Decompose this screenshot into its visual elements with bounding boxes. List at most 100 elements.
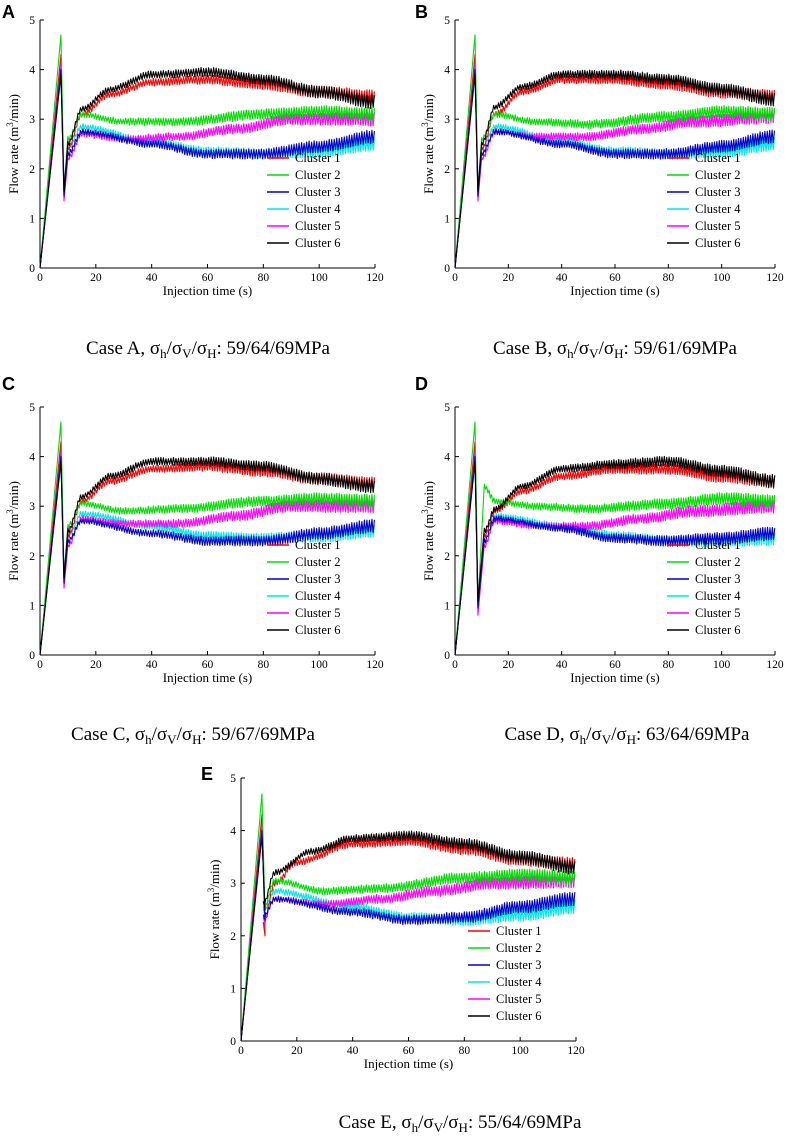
- caption-sep-1: /σ: [574, 338, 590, 359]
- caption-sub-H: H: [459, 1120, 468, 1135]
- x-axis-label: Injection time (s): [364, 1056, 454, 1071]
- legend-label-cluster-1: Cluster 1: [496, 924, 541, 938]
- series-line-cluster-6: [39, 456, 375, 656]
- legend: Cluster 1 Cluster 2 Cluster 3 Cluster 4 Clus…: [667, 538, 741, 637]
- y-axis-label-post: /min): [421, 94, 436, 122]
- caption-sub-h: h: [580, 732, 587, 747]
- x-tick-label: 100: [713, 272, 731, 284]
- caption-sep-2: /σ: [177, 724, 193, 745]
- caption-sub-v: V: [589, 346, 599, 361]
- caption-sub-h: h: [160, 346, 167, 361]
- legend-label-cluster-4: Cluster 4: [695, 202, 741, 216]
- legend-label-cluster-3: Cluster 3: [295, 572, 340, 586]
- y-tick-label: 0: [230, 1036, 236, 1048]
- x-tick-label: 120: [366, 659, 384, 671]
- x-tick-label: 20: [90, 659, 102, 671]
- panel-letter: D: [415, 374, 428, 394]
- series-line-cluster-6: [240, 830, 576, 1042]
- panel-c: C 0 20 40 60 80 100 120 0 1 2 3 4 5 Injection time (s)…: [2, 374, 384, 747]
- panel-a: A 0 20 40 60 80 100 120 0 1 2 3 4 5 Injection time (s)…: [2, 2, 384, 361]
- series-line-cluster-1: [454, 441, 776, 656]
- panel-b: B 0 20 40 60 80 100 120 0 1 2 3 4 5 Injection time (s)…: [415, 2, 784, 361]
- legend-label-cluster-2: Cluster 2: [695, 555, 740, 569]
- x-tick-label: 100: [713, 659, 731, 671]
- legend: Cluster 1 Cluster 2 Cluster 3 Cluster 4 Clus…: [468, 924, 542, 1023]
- y-axis-label: Flow rate (m3/min): [5, 481, 21, 581]
- caption-sep-2: /σ: [611, 724, 627, 745]
- legend-label-cluster-6: Cluster 6: [695, 623, 740, 637]
- caption-tail: : 59/61/69MPa: [623, 338, 737, 359]
- x-tick-label: 0: [452, 659, 458, 671]
- x-tick-label: 60: [403, 1045, 415, 1057]
- caption-sub-v: V: [602, 732, 612, 747]
- panel-caption: Case B, σh/σV/σH: 59/61/69MPa: [493, 338, 738, 361]
- y-axis-label: Flow rate (m3/min): [206, 860, 222, 960]
- series-line-cluster-5: [39, 451, 375, 656]
- x-tick-label: 20: [503, 659, 515, 671]
- x-tick-label: 80: [663, 272, 675, 284]
- legend-label-cluster-1: Cluster 1: [295, 151, 340, 165]
- caption-main: Case A, σ: [86, 338, 160, 359]
- y-tick-label: 4: [444, 65, 450, 77]
- y-tick-label: 2: [29, 551, 35, 563]
- caption-sub-v: V: [167, 732, 177, 747]
- caption-sep-1: /σ: [586, 724, 602, 745]
- caption-main: Case E, σ: [339, 1112, 412, 1133]
- y-axis-label-pre: Flow rate (m: [6, 127, 21, 194]
- x-tick-label: 100: [512, 1045, 530, 1057]
- series-line-cluster-3: [39, 69, 375, 269]
- legend-label-cluster-1: Cluster 1: [295, 538, 340, 552]
- x-tick-label: 60: [202, 272, 214, 284]
- panel-letter: C: [2, 374, 15, 394]
- series-line-cluster-6: [39, 67, 375, 269]
- panel-caption: Case D, σh/σV/σH: 63/64/69MPa: [505, 724, 751, 747]
- y-tick-label: 4: [230, 826, 236, 838]
- legend-label-cluster-6: Cluster 6: [496, 1009, 541, 1023]
- series-line-cluster-6: [454, 455, 776, 656]
- x-tick-label: 80: [258, 272, 270, 284]
- y-tick-label: 2: [29, 164, 35, 176]
- legend-label-cluster-4: Cluster 4: [695, 589, 741, 603]
- y-axis-label: Flow rate (m3/min): [420, 94, 436, 194]
- series-line-cluster-2: [454, 34, 776, 269]
- caption-main: Case B, σ: [493, 338, 567, 359]
- x-tick-label: 120: [567, 1045, 585, 1057]
- x-tick-label: 40: [556, 659, 568, 671]
- panel-caption: Case C, σh/σV/σH: 59/67/69MPa: [71, 724, 316, 747]
- y-tick-label: 2: [230, 931, 236, 943]
- x-axis-label: Injection time (s): [163, 670, 253, 685]
- x-tick-label: 80: [258, 659, 270, 671]
- y-axis-label-post: /min): [6, 94, 21, 122]
- series-line-cluster-2: [240, 793, 576, 1042]
- x-tick-label: 120: [766, 659, 784, 671]
- legend-label-cluster-2: Cluster 2: [695, 168, 740, 182]
- panel-letter: A: [2, 2, 15, 22]
- caption-tail: : 55/64/69MPa: [468, 1112, 582, 1133]
- series-line-cluster-3: [39, 456, 375, 656]
- y-axis-label: Flow rate (m3/min): [420, 481, 436, 581]
- legend-label-cluster-6: Cluster 6: [295, 236, 340, 250]
- legend-label-cluster-6: Cluster 6: [695, 236, 740, 250]
- x-tick-label: 100: [311, 659, 329, 671]
- legend-label-cluster-4: Cluster 4: [496, 975, 542, 989]
- x-tick-label: 60: [202, 659, 214, 671]
- caption-sub-H: H: [207, 346, 216, 361]
- x-tick-label: 40: [146, 659, 158, 671]
- x-axis-label: Injection time (s): [570, 670, 660, 685]
- caption-main: Case D, σ: [505, 724, 580, 745]
- legend-label-cluster-6: Cluster 6: [295, 623, 340, 637]
- x-tick-label: 20: [291, 1045, 303, 1057]
- caption-sub-v: V: [182, 346, 192, 361]
- y-tick-label: 3: [444, 114, 450, 126]
- y-tick-label: 0: [444, 263, 450, 275]
- legend-label-cluster-5: Cluster 5: [295, 606, 340, 620]
- x-tick-label: 100: [311, 272, 329, 284]
- x-tick-label: 0: [452, 272, 458, 284]
- x-tick-label: 60: [609, 272, 621, 284]
- y-axis-label-post: /min): [207, 860, 222, 888]
- y-axis-label-pre: Flow rate (m: [421, 514, 436, 581]
- legend-label-cluster-4: Cluster 4: [295, 589, 341, 603]
- y-axis-label: Flow rate (m3/min): [5, 94, 21, 194]
- panel-letter: B: [415, 2, 428, 22]
- caption-sep-2: /σ: [192, 338, 208, 359]
